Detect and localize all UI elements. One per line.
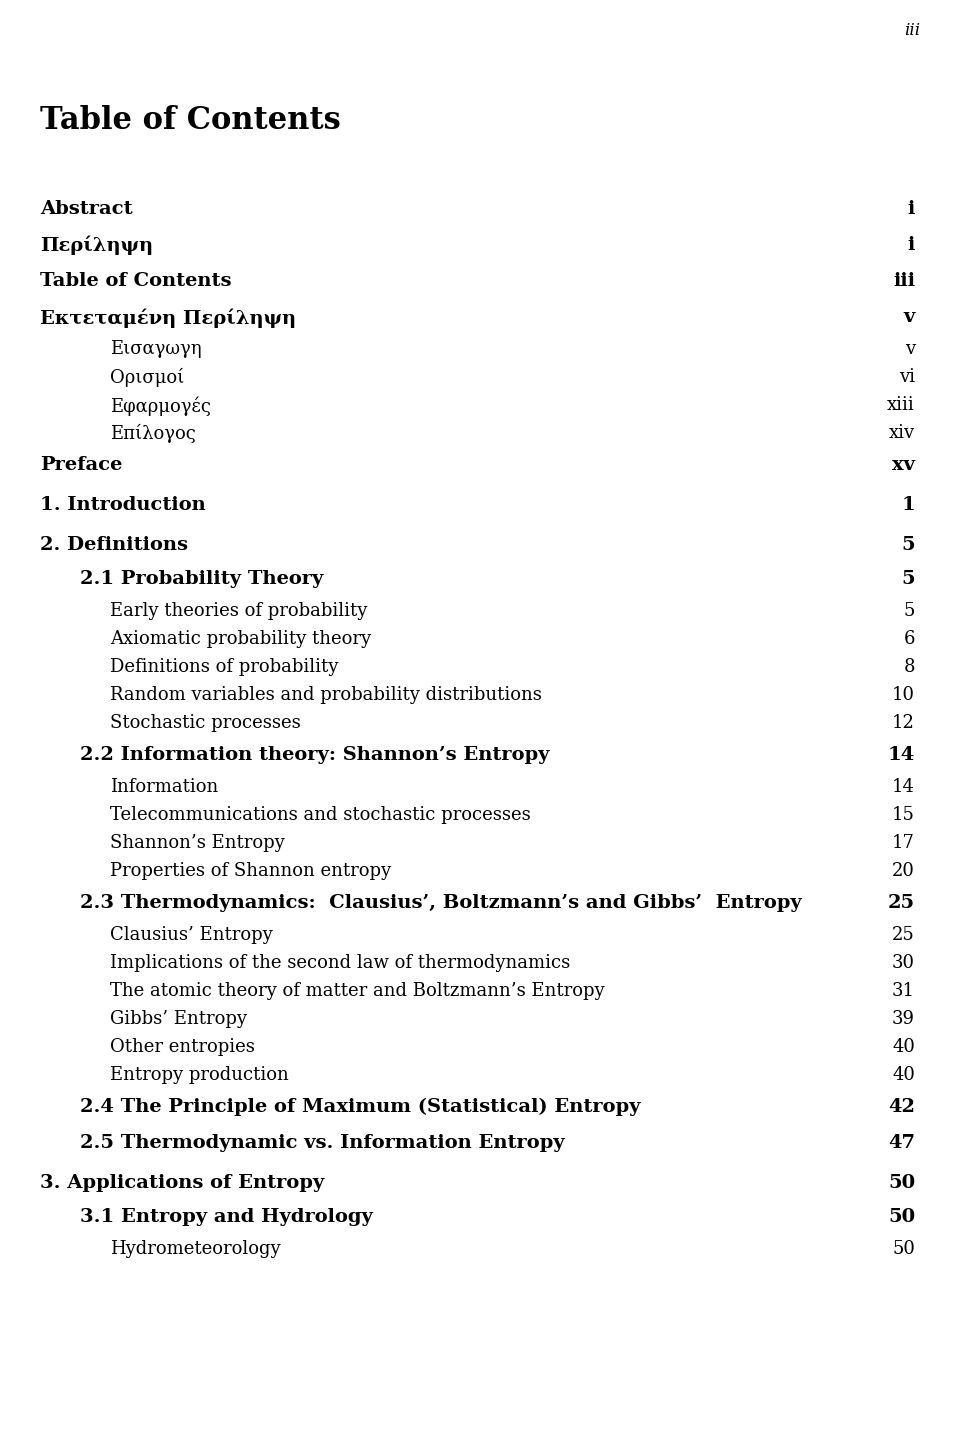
- Text: Entropy production: Entropy production: [110, 1065, 289, 1084]
- Text: 25: 25: [888, 894, 915, 912]
- Text: 14: 14: [892, 778, 915, 797]
- Text: 10: 10: [892, 686, 915, 704]
- Text: Telecommunications and stochastic processes: Telecommunications and stochastic proces…: [110, 807, 531, 824]
- Text: Definitions of probability: Definitions of probability: [110, 658, 338, 676]
- Text: 5: 5: [901, 536, 915, 553]
- Text: Information: Information: [110, 778, 218, 797]
- Text: Table of Contents: Table of Contents: [40, 104, 341, 136]
- Text: Clausius’ Entropy: Clausius’ Entropy: [110, 927, 273, 944]
- Text: 31: 31: [892, 982, 915, 1000]
- Text: v: v: [903, 307, 915, 326]
- Text: 1. Introduction: 1. Introduction: [40, 496, 205, 513]
- Text: 2. Definitions: 2. Definitions: [40, 536, 188, 553]
- Text: 50: 50: [888, 1174, 915, 1193]
- Text: 12: 12: [892, 714, 915, 732]
- Text: Implications of the second law of thermodynamics: Implications of the second law of thermo…: [110, 954, 570, 972]
- Text: 14: 14: [888, 746, 915, 764]
- Text: 2.4 The Principle of Maximum (Statistical) Entropy: 2.4 The Principle of Maximum (Statistica…: [80, 1098, 640, 1117]
- Text: v: v: [905, 340, 915, 358]
- Text: 40: 40: [892, 1038, 915, 1055]
- Text: 3. Applications of Entropy: 3. Applications of Entropy: [40, 1174, 324, 1193]
- Text: Gibbs’ Entropy: Gibbs’ Entropy: [110, 1010, 247, 1028]
- Text: Other entropies: Other entropies: [110, 1038, 254, 1055]
- Text: 30: 30: [892, 954, 915, 972]
- Text: 2.2 Information theory: Shannon’s Entropy: 2.2 Information theory: Shannon’s Entrop…: [80, 746, 549, 764]
- Text: xiv: xiv: [889, 425, 915, 442]
- Text: 15: 15: [892, 807, 915, 824]
- Text: 20: 20: [892, 862, 915, 879]
- Text: 6: 6: [903, 631, 915, 648]
- Text: 5: 5: [903, 602, 915, 621]
- Text: iii: iii: [893, 272, 915, 290]
- Text: xv: xv: [892, 456, 915, 473]
- Text: i: i: [907, 200, 915, 217]
- Text: 42: 42: [888, 1098, 915, 1115]
- Text: iii: iii: [904, 21, 920, 39]
- Text: vi: vi: [899, 368, 915, 386]
- Text: Random variables and probability distributions: Random variables and probability distrib…: [110, 686, 541, 704]
- Text: The atomic theory of matter and Boltzmann’s Entropy: The atomic theory of matter and Boltzman…: [110, 982, 605, 1000]
- Text: Shannon’s Entropy: Shannon’s Entropy: [110, 834, 285, 852]
- Text: Axiomatic probability theory: Axiomatic probability theory: [110, 631, 372, 648]
- Text: Ορισμοί: Ορισμοί: [110, 368, 184, 388]
- Text: Stochastic processes: Stochastic processes: [110, 714, 300, 732]
- Text: Table of Contents: Table of Contents: [40, 272, 231, 290]
- Text: Περίληψη: Περίληψη: [40, 236, 154, 256]
- Text: i: i: [907, 236, 915, 255]
- Text: 3.1 Entropy and Hydrology: 3.1 Entropy and Hydrology: [80, 1208, 372, 1226]
- Text: 2.1 Probability Theory: 2.1 Probability Theory: [80, 571, 324, 588]
- Text: Hydrometeorology: Hydrometeorology: [110, 1240, 280, 1258]
- Text: 39: 39: [892, 1010, 915, 1028]
- Text: 5: 5: [901, 571, 915, 588]
- Text: Εφαρμογές: Εφαρμογές: [110, 396, 211, 416]
- Text: 8: 8: [903, 658, 915, 676]
- Text: Properties of Shannon entropy: Properties of Shannon entropy: [110, 862, 391, 879]
- Text: Εκτεταμένη Περίληψη: Εκτεταμένη Περίληψη: [40, 307, 296, 327]
- Text: 1: 1: [901, 496, 915, 513]
- Text: 50: 50: [892, 1240, 915, 1258]
- Text: 2.5 Thermodynamic vs. Information Entropy: 2.5 Thermodynamic vs. Information Entrop…: [80, 1134, 564, 1153]
- Text: 47: 47: [888, 1134, 915, 1153]
- Text: Abstract: Abstract: [40, 200, 132, 217]
- Text: Early theories of probability: Early theories of probability: [110, 602, 368, 621]
- Text: Επίλογος: Επίλογος: [110, 425, 196, 443]
- Text: 40: 40: [892, 1065, 915, 1084]
- Text: Preface: Preface: [40, 456, 122, 473]
- Text: xiii: xiii: [887, 396, 915, 415]
- Text: 50: 50: [888, 1208, 915, 1226]
- Text: 2.3 Thermodynamics:  Clausius’, Boltzmann’s and Gibbs’  Entropy: 2.3 Thermodynamics: Clausius’, Boltzmann…: [80, 894, 802, 912]
- Text: 17: 17: [892, 834, 915, 852]
- Text: 25: 25: [892, 927, 915, 944]
- Text: Εισαγωγη: Εισαγωγη: [110, 340, 202, 358]
